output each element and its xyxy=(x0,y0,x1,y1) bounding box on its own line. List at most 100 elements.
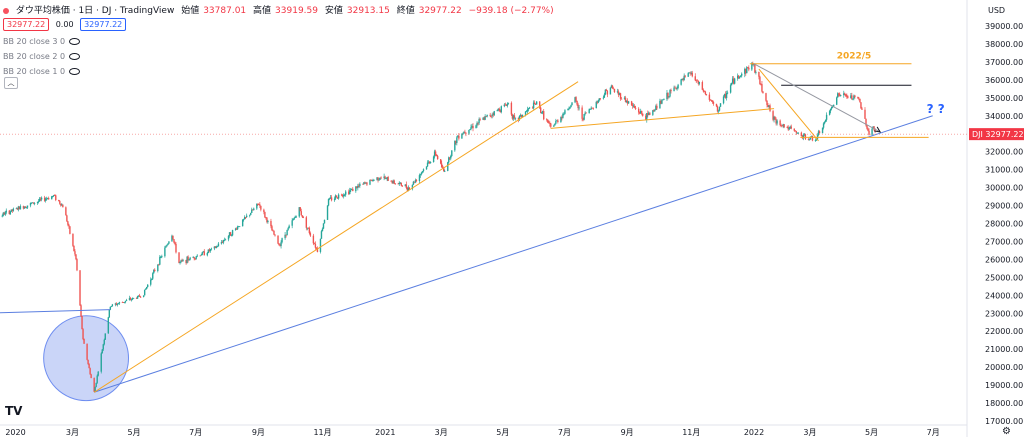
candle-body xyxy=(249,214,251,216)
candle-body xyxy=(534,104,537,105)
candle-body xyxy=(606,90,609,95)
candle-body xyxy=(15,208,18,210)
candle-body xyxy=(610,85,613,88)
candle-body xyxy=(577,104,579,109)
y-tick-label: 24000.00 xyxy=(985,291,1023,300)
candle-body xyxy=(376,177,378,180)
candle-body xyxy=(602,97,605,99)
candle-body xyxy=(673,87,675,92)
candle-body xyxy=(66,215,68,222)
candle-body xyxy=(753,64,755,66)
candle-body xyxy=(264,212,266,218)
candle-body xyxy=(291,220,293,226)
candle-body xyxy=(687,73,689,77)
candle-body xyxy=(811,135,814,141)
candle-body xyxy=(194,258,196,260)
candle-body xyxy=(500,106,502,113)
candle-body xyxy=(319,238,322,252)
candle-body xyxy=(51,196,53,200)
candle-body xyxy=(137,295,140,297)
candle-body xyxy=(691,72,693,77)
candle-body xyxy=(128,298,131,301)
candle-body xyxy=(125,300,128,301)
candle-body xyxy=(387,176,389,181)
candle-body xyxy=(858,98,860,100)
collapse-indicators-button[interactable]: ︿ xyxy=(4,77,18,89)
candle-body xyxy=(603,94,606,98)
candle-body xyxy=(370,179,372,181)
candle-body xyxy=(737,75,739,79)
candle-body xyxy=(229,232,232,236)
candle-body xyxy=(550,123,552,127)
candle-body xyxy=(31,202,34,204)
candle-body xyxy=(639,112,641,114)
candle-body xyxy=(46,198,49,199)
candle-body xyxy=(284,234,286,239)
candle-body xyxy=(786,127,788,128)
candle-body xyxy=(597,100,599,103)
candle-body xyxy=(689,72,691,74)
candle-body xyxy=(263,209,265,213)
candle-body xyxy=(273,230,275,235)
candle-body xyxy=(548,122,550,124)
highlight-circle xyxy=(43,315,130,402)
eye-icon[interactable] xyxy=(69,68,81,75)
candle-body xyxy=(167,243,169,246)
candle-body xyxy=(415,179,418,182)
candle-body xyxy=(765,93,767,101)
candle-body xyxy=(604,89,607,95)
candle-body xyxy=(492,114,494,116)
candle-body xyxy=(187,256,189,261)
candle-body xyxy=(457,135,459,138)
eye-icon[interactable] xyxy=(69,53,81,60)
y-tick-label: 20000.00 xyxy=(985,363,1023,372)
candle-body xyxy=(408,187,411,190)
y-tick-label: 18000.00 xyxy=(985,399,1023,408)
candle-body xyxy=(379,177,381,180)
candle-body xyxy=(130,299,133,301)
candle-body xyxy=(251,209,253,213)
gear-icon[interactable]: ⚙ xyxy=(1002,426,1011,437)
candle-body xyxy=(688,72,690,74)
candle-body xyxy=(631,105,634,106)
candle-body xyxy=(104,333,106,340)
candle-body xyxy=(867,128,869,131)
candle-body xyxy=(364,182,366,184)
candle-body xyxy=(868,130,870,135)
indicator-bb-3[interactable]: BB 20 close 3 0 xyxy=(3,37,81,46)
candle-body xyxy=(690,72,692,74)
candle-body xyxy=(334,195,337,199)
sell-price-box[interactable]: 32977.22 xyxy=(3,18,50,31)
y-tick-label: 29000.00 xyxy=(985,202,1023,211)
candle-body xyxy=(532,102,535,109)
candle-body xyxy=(741,73,743,76)
eye-icon[interactable] xyxy=(69,38,81,45)
candle-body xyxy=(377,177,379,181)
candle-body xyxy=(152,273,154,279)
indicator-bb-2[interactable]: BB 20 close 2 0 xyxy=(3,52,81,61)
candle-body xyxy=(814,140,817,141)
candle-body xyxy=(619,93,622,99)
candle-body xyxy=(227,235,230,240)
currency-label[interactable]: USD xyxy=(988,6,1006,15)
candle-body xyxy=(185,260,187,264)
candle-body xyxy=(52,195,54,197)
candle-body xyxy=(173,239,175,243)
candle-body xyxy=(357,185,359,189)
candle-body xyxy=(337,194,340,199)
candle-body xyxy=(776,120,778,124)
candle-body xyxy=(525,111,528,113)
candle-body xyxy=(286,229,288,236)
candle-body xyxy=(186,256,188,264)
candle-body xyxy=(224,239,227,241)
candle-body xyxy=(327,199,330,206)
candle-body xyxy=(684,75,686,77)
candle-body xyxy=(82,329,84,339)
buy-price-box[interactable]: 32977.22 xyxy=(80,18,127,31)
indicator-bb-1[interactable]: BB 20 close 1 0 xyxy=(3,67,81,76)
candle-body xyxy=(484,116,486,120)
symbol-name[interactable]: ダウ平均株価 · 1日 · DJ · TradingView xyxy=(15,6,175,16)
candle-body xyxy=(723,94,726,97)
candle-body xyxy=(478,119,480,124)
